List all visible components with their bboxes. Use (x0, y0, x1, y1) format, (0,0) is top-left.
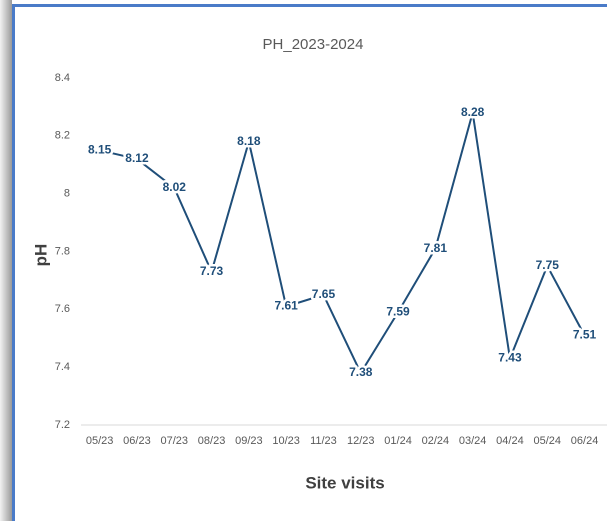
chart-frame (12, 4, 607, 521)
y-axis-title: pH (31, 244, 50, 267)
y-tick-label: 7.2 (55, 419, 70, 431)
shadow (0, 0, 12, 521)
x-tick-label: 01/24 (384, 435, 412, 447)
data-label: 7.38 (349, 365, 373, 379)
data-label: 8.28 (461, 105, 485, 119)
x-tick-label: 02/24 (422, 435, 450, 447)
data-label: 8.12 (125, 151, 149, 165)
x-tick-label: 05/23 (86, 435, 114, 447)
x-axis-title: Site visits (305, 473, 384, 492)
x-tick-label: 06/24 (571, 435, 599, 447)
y-tick-label: 8.4 (55, 72, 70, 84)
chart-title: PH_2023-2024 (263, 36, 364, 53)
data-label: 7.43 (498, 351, 522, 365)
x-tick-label: 05/24 (533, 435, 561, 447)
data-label: 7.73 (200, 264, 224, 278)
data-label: 8.02 (163, 180, 187, 194)
x-tick-label: 12/23 (347, 435, 375, 447)
x-tick-label: 10/23 (272, 435, 300, 447)
y-tick-label: 7.6 (55, 303, 70, 315)
data-label: 7.61 (274, 299, 298, 313)
x-tick-label: 11/23 (310, 435, 337, 447)
x-tick-label: 09/23 (235, 435, 263, 447)
x-tick-label: 08/23 (198, 435, 226, 447)
y-tick-label: 7.4 (55, 361, 70, 373)
data-label: 8.15 (88, 142, 112, 156)
x-tick-label: 06/23 (123, 435, 151, 447)
data-label: 8.18 (237, 134, 261, 148)
x-tick-label: 07/23 (160, 435, 188, 447)
y-tick-label: 8 (64, 188, 70, 200)
y-tick-label: 8.2 (55, 130, 70, 142)
data-label: 7.65 (312, 287, 336, 301)
x-tick-label: 04/24 (496, 435, 524, 447)
y-tick-label: 7.8 (55, 245, 70, 257)
data-label: 7.81 (424, 241, 448, 255)
series-line (99, 112, 586, 376)
x-tick-label: 03/24 (459, 435, 487, 447)
data-label: 7.51 (573, 328, 597, 342)
data-label: 7.75 (536, 258, 560, 272)
data-label: 7.59 (386, 304, 410, 318)
